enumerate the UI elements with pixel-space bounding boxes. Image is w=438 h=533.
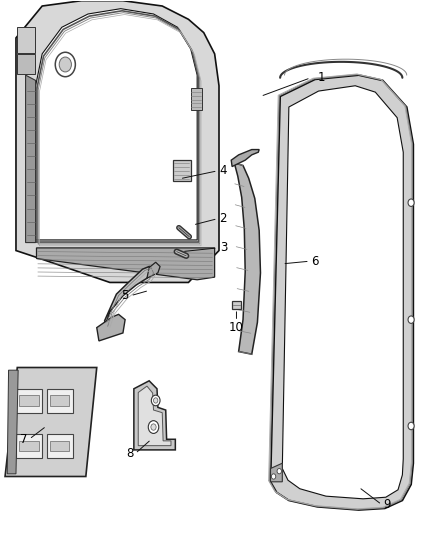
Circle shape — [272, 474, 276, 479]
Text: 5: 5 — [121, 289, 129, 302]
Text: 6: 6 — [311, 255, 319, 268]
Circle shape — [148, 421, 159, 433]
Circle shape — [59, 57, 71, 72]
Text: 8: 8 — [126, 447, 133, 460]
Text: 2: 2 — [219, 212, 227, 225]
Polygon shape — [271, 75, 413, 510]
Polygon shape — [173, 160, 191, 181]
Polygon shape — [36, 248, 215, 280]
Circle shape — [151, 395, 160, 406]
Text: 1: 1 — [318, 71, 325, 84]
Polygon shape — [19, 441, 39, 451]
Circle shape — [151, 424, 156, 430]
Polygon shape — [16, 434, 42, 458]
Polygon shape — [271, 463, 283, 482]
Polygon shape — [105, 266, 151, 325]
Polygon shape — [138, 386, 171, 446]
Polygon shape — [16, 1, 219, 282]
Polygon shape — [19, 395, 39, 406]
Circle shape — [277, 469, 282, 474]
Polygon shape — [25, 75, 35, 243]
Text: 9: 9 — [383, 498, 391, 511]
Text: 10: 10 — [229, 321, 244, 334]
Text: 3: 3 — [220, 241, 227, 254]
Text: 4: 4 — [219, 164, 227, 177]
Circle shape — [408, 422, 414, 430]
Polygon shape — [147, 262, 160, 278]
Circle shape — [408, 316, 414, 324]
Polygon shape — [97, 314, 125, 341]
Polygon shape — [17, 54, 35, 74]
Polygon shape — [50, 395, 69, 406]
Polygon shape — [134, 381, 175, 450]
Circle shape — [153, 398, 158, 403]
Polygon shape — [283, 86, 403, 499]
Circle shape — [408, 199, 414, 206]
Circle shape — [55, 52, 75, 77]
Polygon shape — [5, 368, 97, 477]
Polygon shape — [16, 389, 42, 413]
Polygon shape — [231, 150, 259, 166]
Text: 7: 7 — [20, 433, 27, 446]
Polygon shape — [234, 163, 261, 354]
Polygon shape — [191, 88, 201, 110]
Polygon shape — [46, 389, 73, 413]
Polygon shape — [232, 301, 241, 309]
Polygon shape — [35, 9, 197, 240]
Polygon shape — [50, 441, 69, 451]
Polygon shape — [7, 370, 18, 474]
Polygon shape — [17, 27, 35, 53]
Polygon shape — [46, 434, 73, 458]
